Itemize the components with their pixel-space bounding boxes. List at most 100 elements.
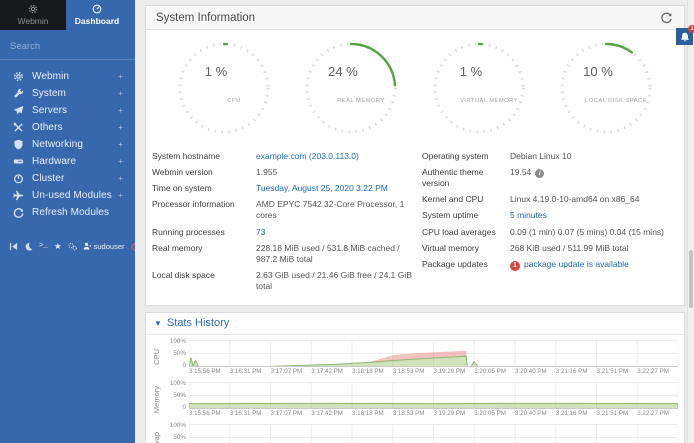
info-value-link[interactable]: 73: [256, 226, 266, 237]
gear-icon: [28, 4, 38, 14]
expand-caret-icon: +: [118, 123, 123, 132]
main-content: System Information 1 % CPU: [135, 0, 694, 443]
night-mode-icon[interactable]: [24, 242, 33, 251]
sidebar-item-label: Refresh Modules: [32, 207, 110, 218]
favorites-star-icon[interactable]: ★: [54, 240, 62, 251]
info-row-label: Kernel and CPU: [422, 194, 484, 205]
sidebar-item-others[interactable]: Others +: [0, 119, 135, 136]
info-row-label: Local disk space: [152, 270, 215, 281]
shield-icon: [12, 139, 24, 151]
x-tick-label: 3:16:31 PM: [229, 367, 262, 375]
sidebar-item-label: Webmin: [32, 71, 70, 82]
expand-caret-icon: +: [118, 174, 123, 183]
info-row-value: 1 package update is available: [510, 259, 678, 272]
info-row: Real memory 228.18 MiB used / 531.8 MiB c…: [152, 240, 416, 267]
scrollbar-thumb[interactable]: [689, 250, 693, 308]
y-tick-label: 0: [182, 403, 186, 411]
sidebar-item-cluster[interactable]: Cluster +: [0, 170, 135, 187]
info-row-label: Time on system: [152, 183, 212, 194]
info-row-label: Package updates: [422, 259, 488, 270]
clock-icon: [12, 173, 24, 185]
expand-caret-icon: +: [118, 191, 123, 200]
info-row: Running processes 73: [152, 224, 416, 240]
info-row-label: System uptime: [422, 210, 479, 221]
tab-webmin[interactable]: Webmin: [0, 0, 66, 30]
info-row-label: CPU load averages: [422, 226, 496, 237]
refresh-icon[interactable]: [660, 11, 674, 25]
y-tick-label: 50%: [173, 391, 186, 399]
chart-axis-label: Swap: [152, 431, 161, 443]
info-row-value: Debian Linux 10: [510, 151, 678, 162]
sidebar-tabs: Webmin Dashboard: [0, 0, 135, 30]
x-tick-label: 3:20:40 PM: [515, 367, 547, 375]
sidebar-item-refresh-modules[interactable]: Refresh Modules: [0, 204, 135, 221]
sidebar-item-hardware[interactable]: Hardware +: [0, 153, 135, 170]
gauge-value: 1 %: [460, 64, 483, 79]
gauge-virtual-memory: 1 % VIRTUAL MEMORY: [415, 36, 543, 142]
chart-memory: Memory 100% 50% 0 3:15:56 PM 3:16:31 PM 3:17:0…: [150, 379, 678, 417]
stats-history-title[interactable]: Stats History: [166, 317, 230, 330]
collapse-chevron-icon[interactable]: ▼: [154, 318, 162, 328]
info-value-text: 268 KiB used / 511.99 MiB total: [510, 242, 629, 253]
info-row-label: Operating system: [422, 150, 489, 161]
collapse-sidebar-icon[interactable]: [9, 242, 18, 251]
info-row: Processor information AMD EPYC 7542 32-Co…: [152, 197, 416, 224]
x-tick-label: 3:17:07 PM: [270, 409, 303, 417]
info-row-label: Processor information: [152, 199, 235, 210]
sidebar-item-label: Un-used Modules: [32, 190, 112, 201]
user-menu[interactable]: sudouser: [83, 242, 125, 251]
stats-history-header: ▼ Stats History: [146, 313, 684, 335]
sidebar-item-label: Hardware: [32, 156, 77, 167]
sidebar-item-webmin[interactable]: Webmin +: [0, 68, 135, 85]
search-input[interactable]: [10, 41, 142, 52]
sidebar-item-system[interactable]: System +: [0, 85, 135, 102]
info-row-value: 268 KiB used / 511.99 MiB total: [510, 243, 678, 254]
info-row-label: Webmin version: [152, 166, 213, 177]
sidebar-item-unused-modules[interactable]: Un-used Modules +: [0, 187, 135, 204]
x-tick-label: 3:22:27 PM: [637, 367, 669, 375]
info-row-value: example.com (203.0.113.0): [256, 151, 416, 162]
dashboard-icon: [92, 4, 102, 14]
username: sudouser: [93, 241, 125, 251]
sidebar-item-servers[interactable]: Servers +: [0, 102, 135, 119]
x-tick-label: 3:15:56 PM: [189, 367, 221, 375]
info-row-value: 19.54 i: [510, 167, 678, 189]
system-information-card: System Information 1 % CPU: [145, 5, 685, 306]
info-value-link[interactable]: Tuesday, August 25, 2020 3:22 PM: [256, 183, 388, 194]
sidebar-item-networking[interactable]: Networking +: [0, 136, 135, 153]
x-tick-label: 3:17:42 PM: [311, 409, 343, 417]
info-value-text: 228.18 MiB used / 531.8 MiB cached / 987…: [256, 242, 400, 264]
stats-charts: CPU 100% 50% 0 3:15:56 PM 3:16:31 PM 3:17:07 P…: [146, 335, 684, 443]
tab-dashboard[interactable]: Dashboard: [66, 0, 128, 30]
info-row-value: Tuesday, August 25, 2020 3:22 PM: [256, 183, 416, 194]
y-tick-label: 100%: [169, 379, 186, 387]
x-tick-label: 3:21:16 PM: [555, 409, 588, 417]
y-tick-label: 0: [182, 361, 186, 369]
expand-caret-icon: +: [118, 140, 123, 149]
info-column-left: System hostname example.com (203.0.113.0)…: [152, 148, 416, 295]
notifications-tab[interactable]: 1: [676, 25, 694, 45]
x-tick-label: 3:17:07 PM: [270, 367, 303, 375]
info-row: Virtual memory 268 KiB used / 511.99 MiB …: [422, 240, 678, 256]
info-value-link[interactable]: package update is available: [524, 259, 629, 270]
bell-icon: [680, 32, 689, 41]
info-value-link[interactable]: example.com (203.0.113.0): [256, 150, 359, 161]
info-row-value: 73: [256, 227, 416, 238]
chart-cpu: CPU 100% 50% 0 3:15:56 PM 3:16:31 PM 3:17:07 P…: [150, 338, 678, 375]
x-tick-label: 3:20:40 PM: [515, 409, 547, 417]
gauges-row: 1 % CPU 24 % REAL MEMORY: [146, 30, 684, 142]
x-tick-label: 3:21:51 PM: [596, 409, 629, 417]
info-badge-icon[interactable]: i: [535, 168, 545, 178]
terminal-icon[interactable]: >_: [39, 242, 49, 250]
stats-history-card: ▼ Stats History CPU 100% 50% 0 3:15:56 PM 3:1…: [145, 311, 685, 443]
plane-icon: [12, 190, 24, 202]
x-tick-label: 3:18:18 PM: [352, 367, 384, 375]
gauge-value: 10 %: [583, 64, 613, 79]
page-scrollbar[interactable]: [687, 0, 694, 443]
settings-cogs-icon[interactable]: [68, 242, 77, 251]
info-row-value: 5 minutes: [510, 210, 678, 221]
sidebar-toolbar: >_ ★ sudouser: [0, 237, 139, 255]
info-value-link[interactable]: 5 minutes: [510, 210, 547, 221]
y-tick-label: 100%: [169, 421, 186, 429]
